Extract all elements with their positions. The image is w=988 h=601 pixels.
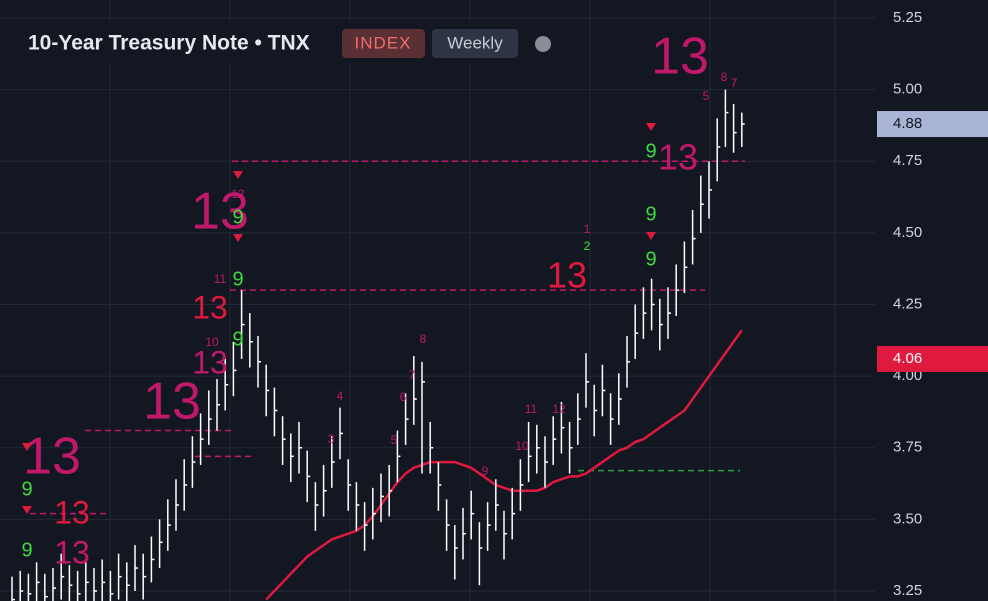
y-tick-label: 4.50 — [893, 224, 922, 241]
count-label: 8 — [420, 332, 427, 346]
signal-arrow — [233, 171, 243, 179]
y-tick-label: 5.25 — [893, 9, 922, 26]
count-label: 13 — [143, 373, 201, 431]
plot — [0, 17, 875, 601]
count-label: 10 — [205, 335, 219, 349]
count-label: 13 — [54, 494, 90, 530]
chart-title: 10-Year Treasury Note • TNX — [28, 32, 310, 55]
count-label: 13 — [54, 534, 90, 570]
badge — [342, 29, 425, 58]
y-tick-label: 3.75 — [893, 439, 922, 456]
price-box — [877, 111, 988, 138]
moving-average — [265, 329, 743, 601]
count-label: 9 — [645, 203, 656, 225]
axis-panel — [875, 0, 988, 601]
count-label: 13 — [191, 183, 249, 241]
signal-arrow — [22, 506, 32, 514]
price-label: 4.88 — [893, 115, 922, 132]
y-tick-label: 4.25 — [893, 295, 922, 312]
count-label: 9 — [232, 268, 243, 290]
count-label: 12 — [231, 187, 245, 201]
count-label: 3 — [328, 432, 335, 446]
signal-arrow — [646, 123, 656, 131]
count-label: 7 — [409, 368, 416, 382]
count-label: 9 — [21, 539, 32, 561]
price-box — [877, 345, 988, 372]
signal-arrow — [646, 232, 656, 240]
count-label: 11 — [214, 272, 227, 286]
signal-arrow — [233, 234, 243, 242]
count-label: 13 — [658, 137, 698, 178]
y-tick-label: 5.00 — [893, 81, 922, 98]
count-label: 9 — [232, 328, 243, 350]
status-dot — [535, 36, 551, 52]
badge-weekly: Weekly — [447, 33, 503, 52]
count-label: 2 — [584, 239, 591, 253]
count-label: 9 — [21, 478, 32, 500]
count-label: 9 — [645, 140, 656, 162]
count-label: 9 — [232, 206, 243, 228]
count-label: 4 — [337, 389, 344, 403]
badge — [432, 29, 518, 58]
count-label: 6 — [400, 390, 407, 404]
count-label: 12 — [552, 402, 566, 416]
count-label: 13 — [23, 428, 81, 486]
y-tick-label: 3.50 — [893, 510, 922, 527]
count-label: 8 — [721, 70, 728, 84]
count-label: 13 — [192, 344, 228, 380]
count-label: 13 — [192, 289, 228, 325]
count-label: 10 — [515, 439, 529, 453]
badge-index: INDEX — [355, 33, 412, 52]
count-label: 9 — [482, 464, 489, 478]
count-label: 1 — [584, 222, 591, 236]
count-label: 11 — [525, 402, 538, 416]
price-label: 4.06 — [893, 350, 922, 367]
y-tick-label: 4.75 — [893, 152, 922, 169]
count-label: 9 — [645, 248, 656, 270]
count-label: 5 — [391, 433, 398, 447]
count-label: 7 — [731, 76, 738, 90]
signal-arrow — [22, 443, 32, 451]
y-tick-label: 3.25 — [893, 582, 922, 599]
count-label: 13 — [651, 28, 709, 86]
count-label: 5 — [703, 89, 710, 103]
count-label: 13 — [547, 255, 587, 296]
grid — [109, 0, 836, 601]
